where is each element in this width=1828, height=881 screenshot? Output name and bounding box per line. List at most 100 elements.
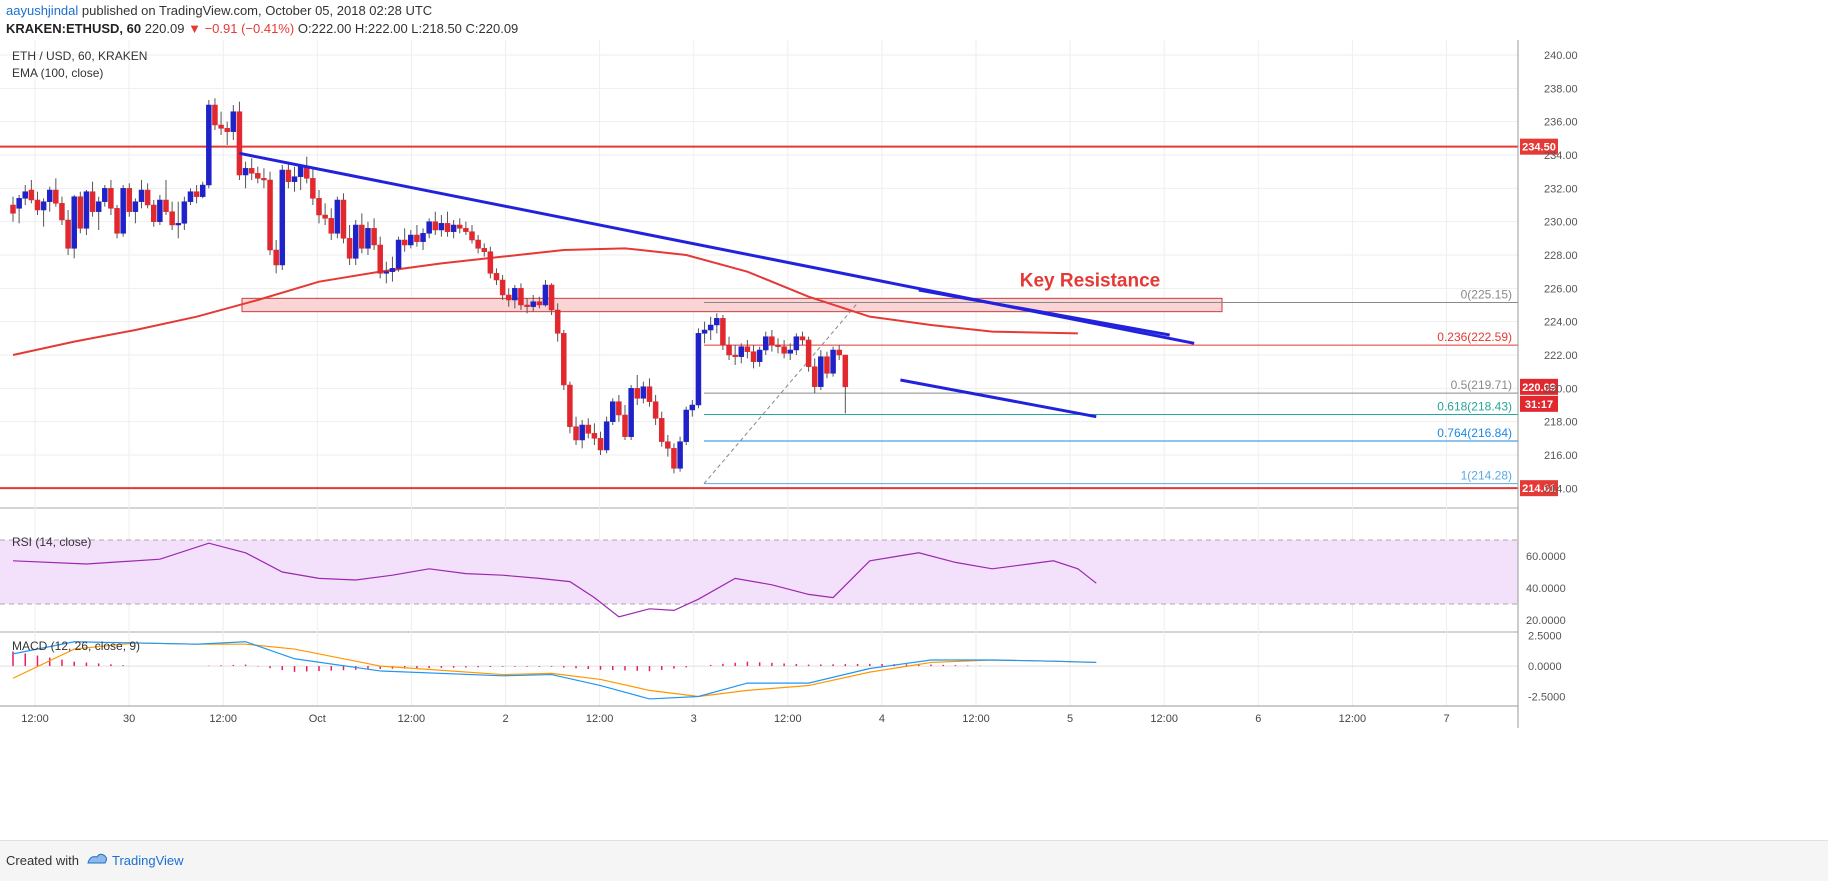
- bullish-candle: [383, 271, 390, 274]
- bullish-candle: [756, 349, 763, 362]
- bearish-candle: [750, 351, 757, 362]
- bullish-candle: [542, 284, 549, 306]
- bearish-candle: [273, 249, 279, 266]
- bullish-candle: [450, 224, 457, 232]
- bullish-candle: [95, 201, 102, 212]
- trendlines: [239, 151, 1195, 419]
- bullish-candle: [83, 191, 90, 229]
- time-tick-label: 30: [123, 713, 135, 725]
- bearish-candle: [285, 169, 292, 182]
- bullish-candle: [530, 301, 536, 307]
- bearish-candle: [554, 309, 561, 334]
- bearish-candle: [720, 318, 726, 346]
- bullish-candle: [408, 234, 414, 246]
- bullish-candle: [242, 168, 249, 176]
- rsi-tick-label: 20.0000: [1526, 615, 1566, 627]
- resistance-zone: Key Resistance: [241, 270, 1223, 313]
- time-tick-label: Oct: [309, 713, 326, 725]
- bearish-candle: [377, 244, 383, 274]
- last-price-badge-label: 220.09: [1522, 382, 1556, 394]
- price-tick-label: 236.00: [1544, 117, 1578, 129]
- fib-level-label: 0.764(216.84): [1437, 426, 1512, 440]
- bullish-candle: [695, 333, 702, 406]
- price-tick-label: 226.00: [1544, 283, 1578, 295]
- bearish-candle: [151, 204, 157, 222]
- price-tick-label: 234.00: [1544, 150, 1578, 162]
- bearish-candle: [616, 401, 622, 416]
- last-price-badge: [1520, 378, 1558, 395]
- trendline: [918, 288, 1170, 337]
- bearish-candle: [34, 199, 41, 211]
- bearish-candle: [310, 178, 316, 199]
- bullish-candle: [579, 424, 585, 441]
- bullish-candle: [291, 176, 298, 182]
- bullish-candle: [707, 324, 714, 331]
- bullish-candle: [187, 191, 194, 202]
- bearish-candle: [665, 441, 671, 449]
- bearish-candle: [267, 179, 273, 251]
- bearish-candle: [108, 188, 114, 209]
- price-tick-label: 228.00: [1544, 250, 1578, 262]
- bearish-candle: [346, 238, 353, 259]
- bearish-candle: [567, 384, 573, 427]
- bullish-candle: [230, 111, 237, 132]
- bullish-candle: [22, 191, 28, 199]
- price-tick-label: 214.00: [1544, 483, 1578, 495]
- level-badge-label: 214.01: [1522, 483, 1556, 495]
- pane-title: ETH / USD, 60, KRAKEN: [12, 49, 147, 63]
- bearish-candle: [769, 336, 775, 346]
- bearish-candle: [811, 366, 818, 387]
- ema-legend: EMA (100, close): [12, 66, 103, 80]
- bearish-candle: [573, 426, 579, 441]
- trading-chart[interactable]: Key Resistance 0(225.15) 0.236(222.59) 0.5…: [0, 40, 1828, 840]
- macd-signal-line: [12, 642, 1097, 698]
- bullish-candle: [818, 356, 824, 387]
- published-text: published on TradingView.com, October 05…: [81, 3, 433, 18]
- macd-tick-label: 0.0000: [1528, 661, 1562, 673]
- bullish-candle: [138, 189, 145, 202]
- time-tick-label: 5: [1067, 713, 1073, 725]
- rsi-title: RSI (14, close): [12, 535, 91, 549]
- time-tick-label: 7: [1443, 713, 1449, 725]
- rsi-pane: RSI (14, close) 60.0000 40.0000 20.0000: [0, 535, 1566, 627]
- bearish-candle: [836, 349, 842, 356]
- time-tick-label: 12:00: [1339, 713, 1367, 725]
- fib-level-label: 0.5(219.71): [1451, 378, 1512, 392]
- candlesticks: [10, 98, 849, 474]
- bullish-candle: [628, 388, 634, 437]
- bullish-candle: [334, 199, 341, 234]
- bearish-candle: [218, 124, 224, 129]
- bearish-candle: [518, 288, 524, 306]
- bearish-candle: [505, 294, 512, 301]
- bearish-candle: [371, 228, 377, 246]
- bearish-candle: [671, 448, 677, 469]
- price-tick-label: 240.00: [1544, 50, 1578, 62]
- bearish-candle: [561, 333, 567, 386]
- fib-level-label: 1(214.28): [1461, 469, 1512, 483]
- macd-line: [12, 641, 1097, 700]
- bearish-candle: [328, 218, 334, 234]
- bearish-candle: [236, 111, 243, 176]
- bearish-candle: [28, 189, 35, 201]
- fib-level-label: 0.236(222.59): [1437, 330, 1512, 344]
- bearish-candle: [169, 211, 175, 226]
- axes: 240.00 238.00 236.00 234.00 232.00 230.00 228.…: [0, 40, 1578, 728]
- fib-anchor-line: [703, 302, 859, 484]
- bearish-candle: [463, 228, 469, 232]
- bullish-candle: [793, 336, 800, 351]
- bearish-candle: [255, 173, 261, 179]
- bullish-candle: [365, 228, 371, 249]
- bullish-candle: [610, 401, 616, 422]
- author-link[interactable]: aayushjindal: [6, 3, 79, 18]
- bearish-candle: [597, 438, 604, 451]
- bullish-candle: [738, 346, 745, 357]
- chart-labels: ETH / USD, 60, KRAKEN EMA (100, close): [12, 49, 147, 80]
- tradingview-brand[interactable]: TradingView: [112, 853, 184, 868]
- bullish-candle: [71, 196, 77, 249]
- price-tick-label: 232.00: [1544, 183, 1578, 195]
- bearish-candle: [444, 223, 451, 232]
- bearish-candle: [53, 189, 59, 204]
- countdown-badge: [1520, 395, 1558, 412]
- level-badge-label: 234.50: [1522, 142, 1556, 154]
- bullish-candle: [199, 184, 206, 197]
